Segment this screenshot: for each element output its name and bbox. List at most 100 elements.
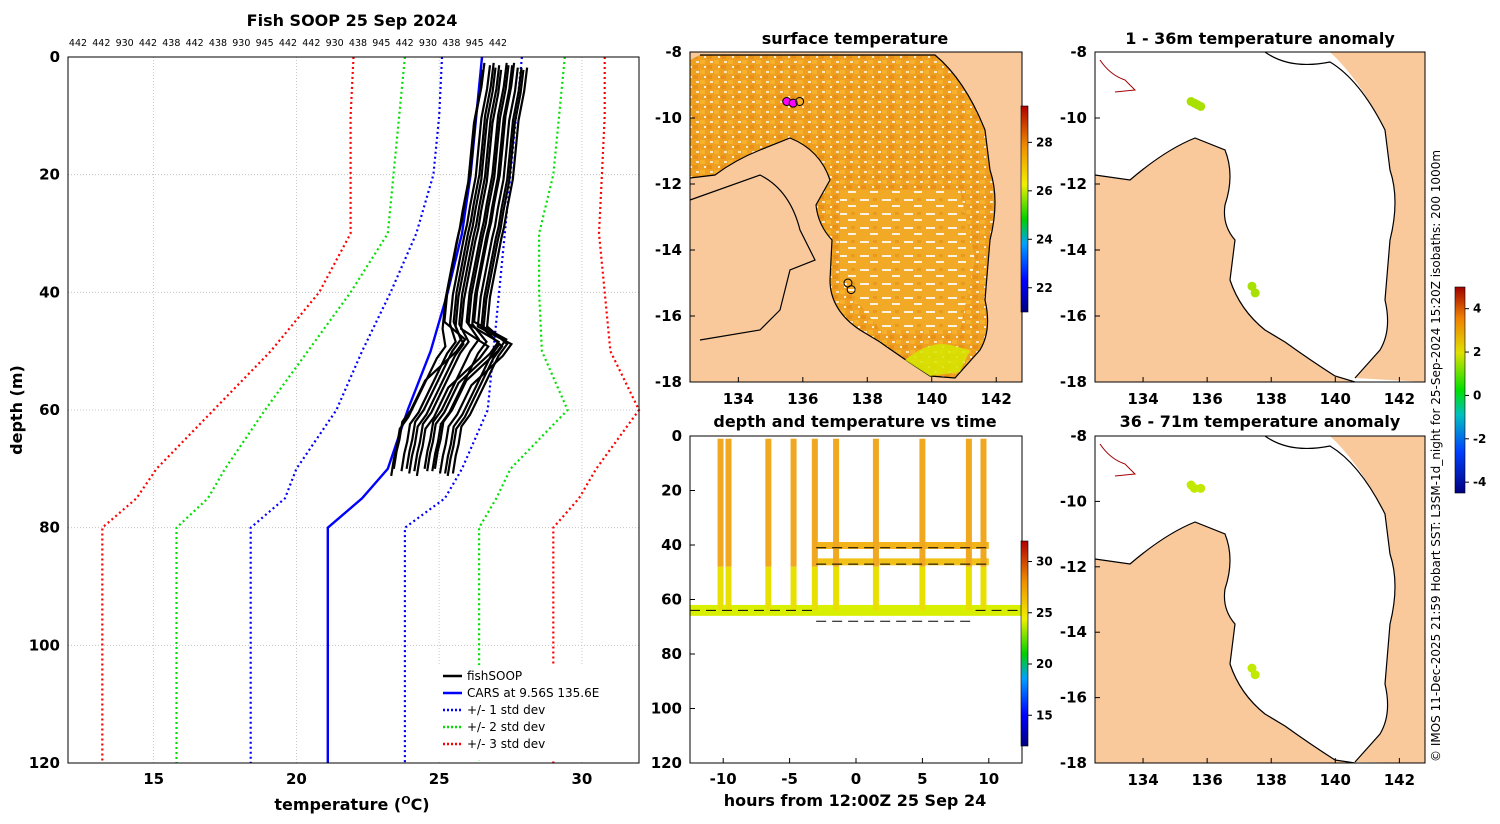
map-xtick-label: 142 [1384,390,1415,408]
anomaly-colorbar-tick-label: -4 [1473,475,1486,489]
profile-top-id: 442 [279,38,297,49]
anomaly2-point [1196,483,1206,493]
profile-fishsoop-cast [438,67,519,474]
sst-land-west [690,175,815,340]
profile-xlabel-suffix: C) [411,795,430,814]
anomaly-colorbar-ticks: 4 2 0 -2 -4 [1465,302,1486,489]
profile-xtick-label: 15 [143,770,164,788]
profile-series [101,56,641,763]
timeseries-data [690,438,1022,622]
legend-box [436,665,636,760]
timeseries-colorbar [1020,540,1029,747]
map-ytick-label: -14 [655,241,682,259]
timeseries-xtick-label: 0 [851,770,861,788]
timeseries-dive-lower [980,566,987,611]
profile-top-id: 930 [116,38,134,49]
map-ytick-label: -16 [655,307,682,325]
anomaly2-panel: 36 - 71m temperature anomaly 134 136 138 14… [1060,412,1426,789]
timeseries-title: depth and temperature vs time [713,412,996,431]
profile-xtick-label: 25 [429,770,450,788]
sst-coastline [689,54,996,379]
anomaly2-points [1186,480,1260,680]
profile-top-id: 442 [186,38,204,49]
map-xtick-label: 138 [1256,390,1287,408]
timeseries-dive-lower [872,566,879,611]
map-ytick-label: -12 [1060,558,1087,576]
timeseries-dive-lower [919,566,926,611]
profile-frame [67,56,640,764]
anomaly-colorbar-tick-label: 0 [1473,388,1481,402]
anomaly1-isobath [1099,59,1137,93]
timeseries-frame [689,435,1023,764]
timeseries-xtick-label: -5 [781,770,798,788]
map-ytick-label: -18 [1060,373,1087,391]
timeseries-dive-upper [790,438,797,567]
map-ytick-label: -18 [1060,754,1087,772]
sst-ticks: 134 136 138 140 142 -8 -10 -12 -14 -16 -18 [655,43,1012,408]
timeseries-xtick-label: 10 [978,770,999,788]
anomaly1-point [1196,101,1206,111]
profile-xlabel-main: temperature ( [274,795,401,814]
timeseries-dive-upper [717,438,724,567]
sst-colorbar [1020,105,1029,313]
timeseries-ytick-label: 40 [661,536,682,554]
timeseries-xtick-label: -10 [710,770,737,788]
anomaly-colorbar [1454,286,1466,494]
timeseries-deep-plateau [690,604,1022,616]
profile-fishsoop-cast [423,62,508,469]
map-ytick-label: -10 [1060,492,1087,510]
profile-ytick-label: 0 [50,48,60,66]
map-xtick-label: 134 [1127,771,1158,789]
profile-top-id: 442 [489,38,507,49]
side-caption: © IMOS 11-Dec-2025 21:59 Hobart SST: L3S… [1429,150,1443,762]
sst-markers [782,97,856,295]
profile-xlabel-unit: O [401,794,410,807]
profile-ytick-label: 20 [39,166,60,184]
anomaly2-frame [1094,435,1426,764]
sst-map-panel: surface temperature 134 136 138 140 142 -8 -10… [655,29,1053,408]
anomaly1-point [1250,288,1260,298]
map-ytick-label: -12 [655,175,682,193]
timeseries-dive-lower [717,566,724,611]
map-xtick-label: 134 [723,390,754,408]
profile-fishsoop-cast [426,65,510,472]
timeseries-dive-upper [919,438,926,567]
anomaly-colorbar-tick-label: -2 [1473,432,1486,446]
anomaly2-land-west [1095,522,1355,763]
anomaly1-land-east [1265,52,1425,382]
map-ytick-label: -14 [1060,241,1087,259]
profile-xlabel: temperature (OC) [274,794,429,814]
timeseries-xlabel: hours from 12:00Z 25 Sep 24 [724,791,986,810]
profile-series-line [175,56,406,763]
profile-xtick-label: 30 [571,770,592,788]
map-ytick-label: -10 [655,109,682,127]
map-ytick-label: -16 [1060,689,1087,707]
anomaly1-coast-east [1264,51,1396,379]
profile-fishsoop-cast [413,65,501,472]
profile-fishsoop-cast [408,67,497,474]
profile-xtick-label: 20 [286,770,307,788]
anomaly2-title: 36 - 71m temperature anomaly [1120,412,1401,431]
sst-title: surface temperature [762,29,949,48]
timeseries-xtick-label: 5 [917,770,927,788]
anomaly-colorbar-tick-label: 4 [1473,302,1481,316]
profile-series-line [478,56,569,763]
anomaly2-isobath [1099,443,1137,477]
profile-top-id: 442 [139,38,157,49]
profile-top-id: 442 [69,38,87,49]
map-xtick-label: 138 [1256,771,1287,789]
profile-top-id: 930 [232,38,250,49]
timeseries-dive-upper [872,438,879,567]
anomaly1-title: 1 - 36m temperature anomaly [1125,29,1395,48]
timeseries-ytick-label: 20 [661,482,682,500]
profile-top-id: 442 [302,38,320,49]
profile-fishsoop-cast [400,65,492,472]
anomaly1-points [1186,97,1260,298]
timeseries-colorbar-tick-label: 30 [1036,555,1053,569]
map-xtick-label: 136 [787,390,818,408]
timeseries-shallow-plateau-lower [816,558,989,566]
map-xtick-label: 136 [1191,390,1222,408]
anomaly1-ticks: 134 136 138 140 142 -8 -10 -12 -14 -16 -18 [1060,43,1415,408]
